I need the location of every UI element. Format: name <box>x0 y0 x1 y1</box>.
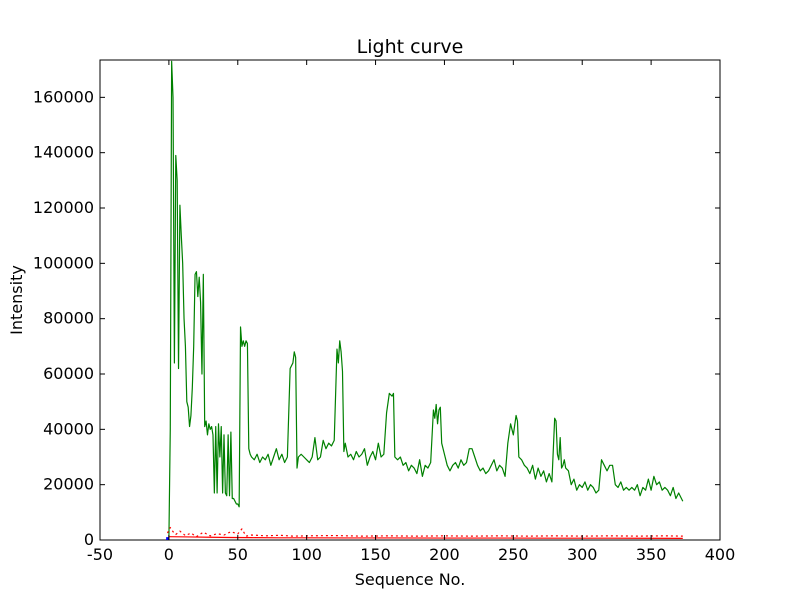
series-line-2 <box>166 526 683 538</box>
y-tick-label: 120000 <box>33 198 94 217</box>
chart-title: Light curve <box>357 36 464 58</box>
y-tick-label: 0 <box>84 530 94 549</box>
x-tick-label: 100 <box>291 545 322 564</box>
plot-frame <box>99 59 721 541</box>
y-tick-label: 80000 <box>43 309 94 328</box>
series-line-1 <box>168 60 684 540</box>
y-tick-label: 140000 <box>33 143 94 162</box>
x-tick-label: 200 <box>429 545 460 564</box>
y-tick-label: 20000 <box>43 475 94 494</box>
x-tick-label: 250 <box>498 545 529 564</box>
y-tick-label: 60000 <box>43 364 94 383</box>
x-tick-label: 300 <box>567 545 598 564</box>
series-group <box>166 60 684 540</box>
x-axis-title: Sequence No. <box>355 570 466 589</box>
x-tick-label: 50 <box>228 545 248 564</box>
x-tick-label: 150 <box>360 545 391 564</box>
x-tick-label: 0 <box>164 545 174 564</box>
x-tick-label: -50 <box>87 545 113 564</box>
x-tick-label: 400 <box>705 545 736 564</box>
x-tick-label: 350 <box>636 545 667 564</box>
y-tick-label: 100000 <box>33 253 94 272</box>
y-axis-title: Intensity <box>7 265 26 335</box>
plot-area <box>99 59 721 541</box>
y-tick-label: 160000 <box>33 87 94 106</box>
axis-ticks: -50 0 50 100 150 200 250 300 350 4000200004000060… <box>33 60 735 564</box>
y-tick-label: 40000 <box>43 419 94 438</box>
series-line-3 <box>168 536 683 539</box>
